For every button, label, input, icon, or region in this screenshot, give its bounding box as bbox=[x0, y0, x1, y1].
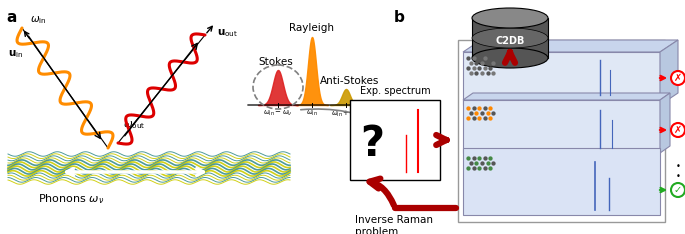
Text: b: b bbox=[394, 10, 405, 25]
Text: $\mathbf{u}_{\rm in}$: $\mathbf{u}_{\rm in}$ bbox=[8, 48, 23, 60]
Ellipse shape bbox=[472, 8, 548, 28]
Text: ✓: ✓ bbox=[674, 185, 682, 195]
Bar bbox=[472, 18, 548, 58]
Text: ✗: ✗ bbox=[674, 125, 682, 135]
Polygon shape bbox=[463, 40, 678, 52]
Bar bbox=[350, 100, 440, 180]
Polygon shape bbox=[463, 93, 670, 100]
Text: $\mathbf{u}_{\rm out}$: $\mathbf{u}_{\rm out}$ bbox=[217, 27, 238, 39]
Text: Rayleigh: Rayleigh bbox=[290, 23, 334, 33]
Text: Phonons $\omega_\nu$: Phonons $\omega_\nu$ bbox=[38, 192, 104, 206]
Text: C2DB: C2DB bbox=[495, 36, 525, 46]
Circle shape bbox=[671, 183, 685, 197]
Text: ✗: ✗ bbox=[674, 73, 682, 83]
Text: ?: ? bbox=[360, 123, 384, 165]
Circle shape bbox=[671, 71, 685, 85]
Ellipse shape bbox=[472, 48, 548, 68]
Text: Exp. spectrum: Exp. spectrum bbox=[360, 86, 430, 96]
Text: Anti-Stokes: Anti-Stokes bbox=[321, 76, 379, 86]
Text: •
•
•: • • • bbox=[675, 162, 680, 192]
Text: Inverse Raman
problem: Inverse Raman problem bbox=[355, 215, 433, 234]
Bar bbox=[463, 148, 660, 215]
Text: Stokes: Stokes bbox=[259, 57, 293, 67]
Ellipse shape bbox=[472, 28, 548, 48]
Text: $\omega_{\rm in}-\omega_\nu$: $\omega_{\rm in}-\omega_\nu$ bbox=[263, 109, 292, 118]
Bar bbox=[463, 100, 660, 153]
Text: $\omega_{\rm in}$: $\omega_{\rm in}$ bbox=[30, 14, 47, 26]
Text: a: a bbox=[6, 10, 16, 25]
Circle shape bbox=[671, 123, 685, 137]
Polygon shape bbox=[660, 93, 670, 153]
Bar bbox=[463, 52, 660, 105]
Bar bbox=[458, 40, 665, 222]
Polygon shape bbox=[660, 40, 678, 105]
Text: $\omega_{\rm out}$: $\omega_{\rm out}$ bbox=[376, 106, 395, 117]
Text: $\omega_{\rm in}$: $\omega_{\rm in}$ bbox=[306, 109, 318, 118]
Text: $\omega_{\rm out}$: $\omega_{\rm out}$ bbox=[123, 119, 145, 131]
Text: $\omega_{\rm in}+\omega_\nu$: $\omega_{\rm in}+\omega_\nu$ bbox=[332, 109, 361, 119]
Text: Raman library: Raman library bbox=[554, 46, 628, 56]
